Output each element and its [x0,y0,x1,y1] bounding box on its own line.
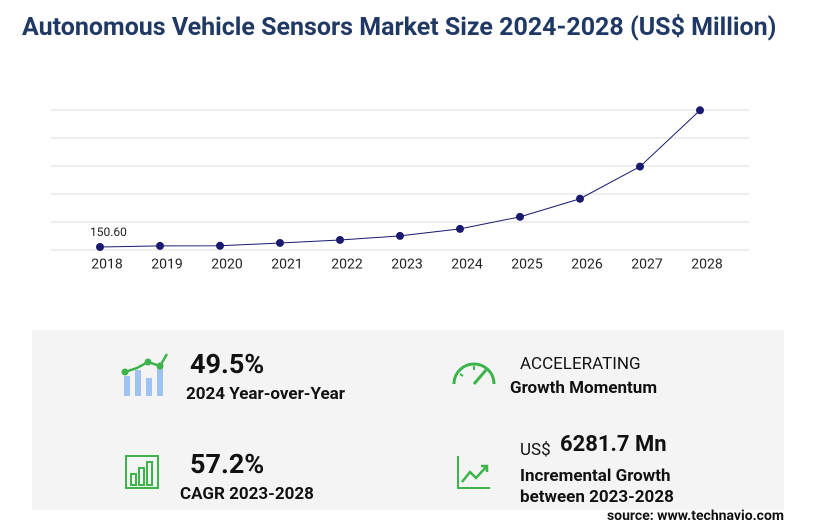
point [216,241,224,250]
data-label: 150.60 [90,225,127,239]
chart: 2018 2019 2020 2021 2022 2023 2024 2025 2026 2027… [50,106,750,273]
cagr-label: CAGR 2023-2028 [180,484,314,504]
point [516,212,524,221]
point [636,162,644,171]
momentum-value: ACCELERATING [520,354,641,374]
point [336,235,344,244]
bar-icon [125,455,159,489]
incremental-prefix: US$ [520,440,551,460]
point [456,224,464,233]
x-tick-label: 2020 [211,257,243,273]
point [396,231,404,240]
growth-icon [121,353,169,396]
highlights-panel: 49.5% 2024 Year-over-Year ACCELERATING G… [32,330,784,510]
point [576,194,584,203]
yoy-value: 49.5% [190,348,265,380]
x-tick-label: 2025 [511,257,543,273]
point [96,242,104,251]
incremental-value: 6281.7 Mn [560,432,667,457]
gauge-icon [452,362,496,385]
source: source: www.technavio.com [606,508,784,524]
point [276,238,284,247]
trend-icon [457,456,490,489]
x-tick-label: 2027 [631,257,663,273]
x-tick-label: 2028 [691,257,723,273]
cagr-value: 57.2% [190,448,265,480]
x-tick-label: 2022 [331,257,363,273]
x-tick-label: 2026 [571,257,603,273]
x-tick-label: 2018 [91,257,123,273]
x-tick-label: 2024 [451,257,483,273]
x-tick-label: 2023 [391,257,422,273]
chart-title: Autonomous Vehicle Sensors Market Size 2… [22,13,777,42]
x-tick-label: 2019 [151,257,182,273]
point [696,106,704,115]
yoy-label: 2024 Year-over-Year [186,384,345,404]
line [99,109,701,248]
x-tick-label: 2021 [271,257,302,273]
point [156,241,164,250]
momentum-label: Growth Momentum [510,378,658,398]
incremental-label: Incremental Growth between 2023-2028 [520,466,674,507]
